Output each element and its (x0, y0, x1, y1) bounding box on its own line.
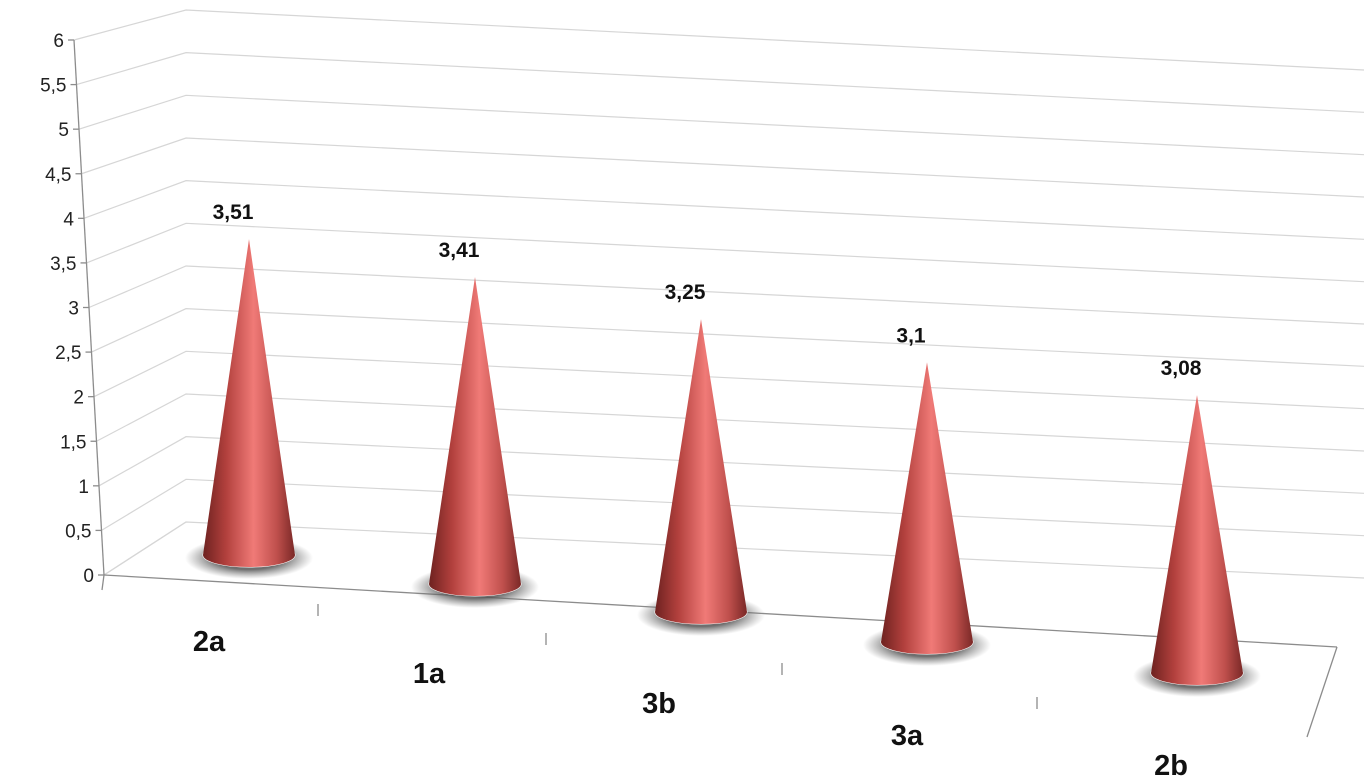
y-tick-label: 4 (63, 209, 74, 230)
x-category-label: 2a (193, 626, 226, 658)
x-axis-tick-mark (101, 574, 105, 591)
x-category-label: 3a (891, 720, 924, 752)
gridline (83, 180, 1364, 240)
y-tick-label: 6 (53, 31, 64, 52)
cone-2b (1133, 395, 1261, 697)
cone-3b (637, 319, 765, 636)
cone-2a (185, 239, 313, 579)
cone-body (1151, 395, 1243, 685)
cone-1a (411, 276, 539, 608)
y-tick-label: 5,5 (40, 76, 66, 97)
data-label: 3,51 (213, 201, 254, 224)
floor-right-edge (1306, 646, 1338, 738)
data-label: 3,25 (665, 281, 706, 304)
gridline (96, 393, 1364, 452)
floor-left-edge (103, 521, 187, 576)
cones (185, 239, 1261, 697)
gridlines (73, 9, 1364, 579)
gridline (98, 436, 1364, 494)
y-tick-label: 3,5 (50, 254, 76, 275)
cone-body (655, 319, 747, 624)
gridline (88, 265, 1364, 325)
y-tick-label: 0,5 (65, 521, 91, 542)
data-label: 3,1 (896, 324, 926, 347)
gridline (78, 94, 1364, 156)
cone-body (203, 239, 295, 567)
data-labels: 3,51 3,41 3,25 3,1 3,08 (213, 201, 1202, 380)
y-tick-label: 1 (78, 477, 89, 498)
gridline (93, 350, 1364, 410)
y-tick-label: 3 (68, 299, 79, 320)
data-label: 3,08 (1161, 357, 1202, 380)
y-axis-tick-labels: 0 0,5 1 1,5 2 2,5 3 3,5 4 4,5 5 5,5 6 (40, 31, 94, 587)
gridline (91, 308, 1364, 367)
y-tick-label: 1,5 (60, 432, 86, 453)
gridline (81, 137, 1364, 198)
gridline (73, 9, 1364, 71)
gridline (76, 52, 1364, 113)
x-axis-category-labels: 2a 1a 3b 3a 2b (193, 626, 1188, 782)
x-category-label: 2b (1154, 750, 1188, 782)
gridline (101, 478, 1364, 537)
y-tick-label: 4,5 (45, 165, 71, 186)
y-tick-label: 2,5 (55, 343, 81, 364)
cone-body (881, 362, 973, 654)
y-tick-label: 2 (73, 388, 84, 409)
y-tick-label: 0 (83, 566, 94, 587)
x-category-label: 1a (413, 658, 446, 690)
y-axis-line (73, 39, 105, 576)
gridline (86, 222, 1364, 283)
x-category-label: 3b (642, 688, 676, 720)
cone-body (429, 276, 521, 596)
y-tick-label: 5 (58, 120, 69, 141)
cone-3a (863, 362, 991, 666)
data-label: 3,41 (439, 239, 480, 262)
